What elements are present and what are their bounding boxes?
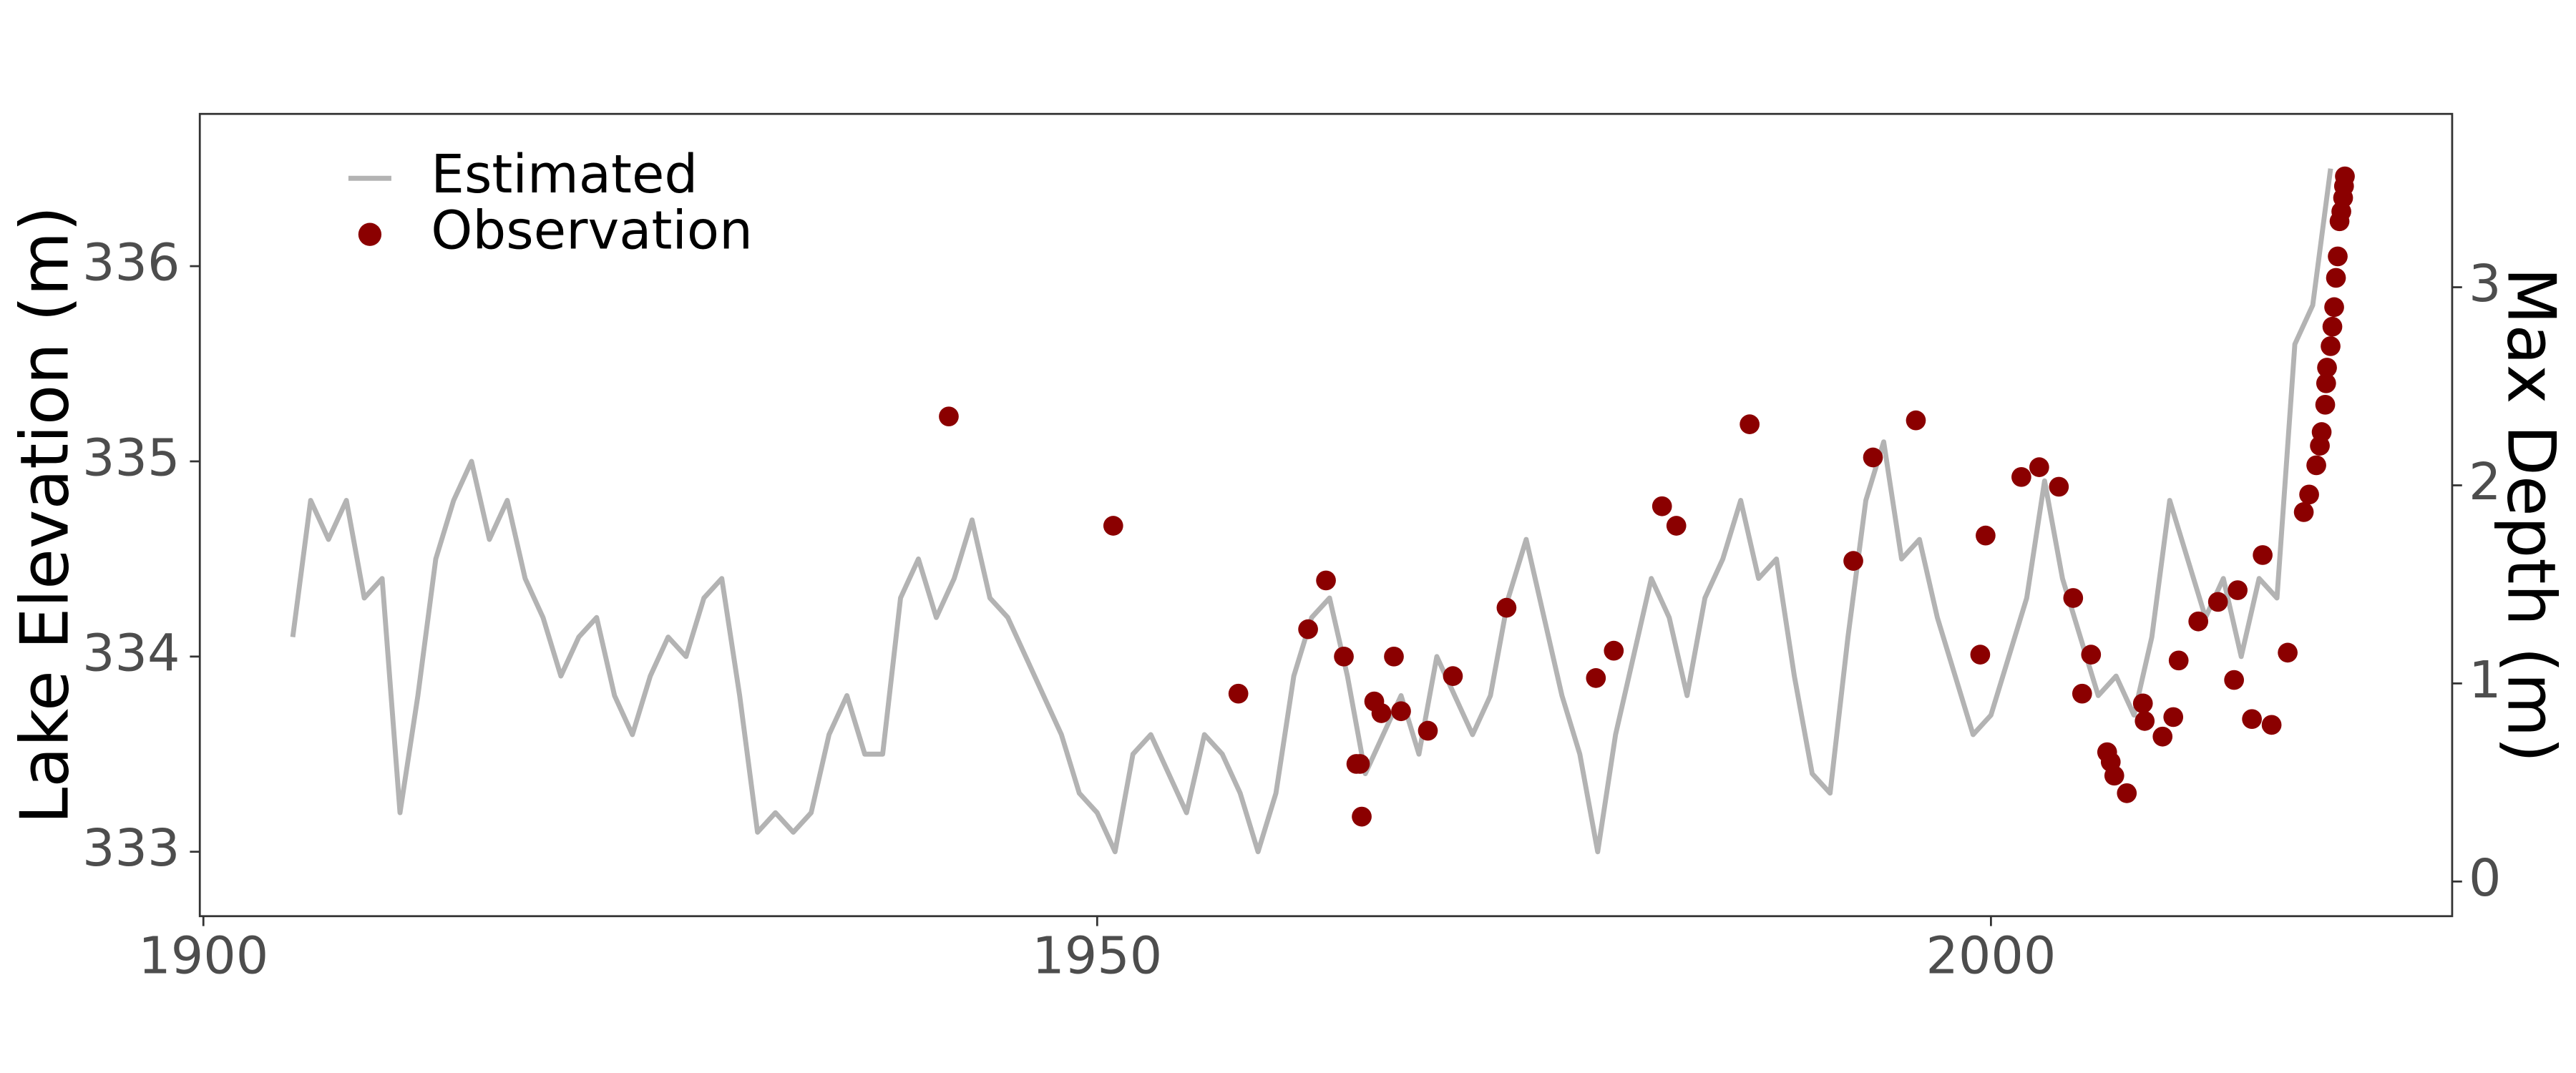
observation-point xyxy=(2072,683,2092,704)
observation-point xyxy=(2326,268,2346,288)
y2-tick-label: 3 xyxy=(2469,254,2502,313)
observation-point xyxy=(2317,358,2337,378)
observation-point xyxy=(2299,484,2319,505)
observation-point xyxy=(1352,806,1372,827)
observation-point xyxy=(2135,711,2155,731)
observation-point xyxy=(1843,551,1863,571)
y2-tick-label: 0 xyxy=(2469,848,2502,908)
x-tick-label: 1950 xyxy=(1032,926,1162,985)
observation-point xyxy=(2011,466,2031,487)
observation-point xyxy=(2224,670,2244,690)
observation-point xyxy=(2306,455,2326,476)
legend-label: Estimated xyxy=(431,144,698,205)
observation-point xyxy=(1863,447,1883,468)
observation-point xyxy=(1666,516,1687,536)
y-tick-label: 333 xyxy=(82,818,180,878)
observation-point xyxy=(1906,410,1926,431)
estimated-line xyxy=(290,168,2333,855)
observation-point xyxy=(2293,502,2314,522)
observation-point xyxy=(2228,580,2248,600)
observation-point xyxy=(1334,646,1354,667)
observation-point xyxy=(1976,525,1996,546)
observation-point xyxy=(1418,720,1438,741)
observation-point xyxy=(2322,316,2343,337)
observation-point xyxy=(1228,683,1249,704)
observation-point xyxy=(2132,693,2153,714)
plot-border xyxy=(198,112,2454,918)
observation-point xyxy=(1371,703,1392,723)
observation-point xyxy=(1350,754,1370,774)
observation-point xyxy=(2049,476,2069,497)
observation-point xyxy=(2188,611,2209,632)
observation-point xyxy=(1103,516,1123,536)
observation-point xyxy=(2321,336,2341,356)
observation-point xyxy=(2278,642,2298,663)
observation-point xyxy=(2063,588,2084,608)
observation-point xyxy=(2207,592,2228,612)
observation-point xyxy=(2081,645,2102,665)
observation-point xyxy=(2316,373,2336,393)
observation-point xyxy=(2315,394,2336,415)
observation-point xyxy=(1391,701,1411,722)
observation-point xyxy=(2163,707,2184,727)
observation-point xyxy=(1740,414,1760,434)
observation-point xyxy=(2168,650,2189,671)
y2-tick-label: 2 xyxy=(2469,452,2502,511)
observation-point xyxy=(1652,496,1672,516)
observation-point xyxy=(2242,709,2262,730)
observation-point xyxy=(1586,668,1606,688)
x-tick-label: 2000 xyxy=(1926,926,2056,985)
legend-label: Observation xyxy=(431,200,753,262)
y-tick-label: 335 xyxy=(82,428,180,487)
y-tick-label: 334 xyxy=(82,623,180,682)
legend-dot xyxy=(358,222,382,246)
observation-point xyxy=(1443,666,1463,686)
observation-point xyxy=(1496,597,1517,618)
y2-tick-label: 1 xyxy=(2469,650,2502,710)
observation-point xyxy=(2152,726,2173,747)
observation-point xyxy=(2253,545,2273,565)
observation-point xyxy=(1604,640,1624,661)
observation-point xyxy=(2328,246,2348,267)
observation-point xyxy=(939,406,959,427)
observation-point xyxy=(2311,422,2332,442)
x-tick-label: 1900 xyxy=(138,926,268,985)
observation-point xyxy=(1298,619,1318,640)
observation-point xyxy=(2029,457,2049,477)
observation-point xyxy=(1384,646,1404,667)
observation-point xyxy=(2261,715,2282,735)
observation-point xyxy=(2117,783,2137,803)
observation-point xyxy=(2335,166,2355,187)
y2-axis-title: Max Depth (m) xyxy=(2492,268,2570,763)
observation-point xyxy=(2104,765,2124,786)
y-axis-title: Lake Elevation (m) xyxy=(6,206,84,824)
observation-point xyxy=(1316,570,1336,591)
observation-point xyxy=(2324,297,2344,318)
observation-point xyxy=(1970,645,1991,665)
y-tick-label: 336 xyxy=(82,233,180,293)
